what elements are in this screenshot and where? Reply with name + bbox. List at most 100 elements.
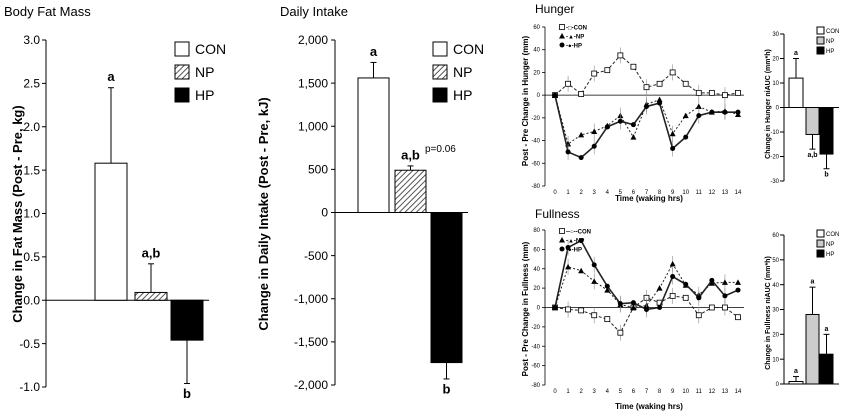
- hunger-y-tick-label: -60: [531, 161, 540, 167]
- hunger-point-np: [695, 103, 702, 109]
- fullness-xlabel: Time (waking hrs): [615, 402, 683, 411]
- fullness-legend-label: --○--CON: [566, 230, 591, 236]
- hunger-point-hp: [722, 109, 728, 115]
- hunger-point-con: [591, 70, 598, 77]
- hunger-point-con: [617, 52, 624, 59]
- hunger-auc-sig-label: a,b: [807, 152, 817, 159]
- fat-y-tick-label: 1.5: [23, 163, 40, 177]
- intake-legend-label: CON: [453, 41, 484, 57]
- hunger-point-np: [656, 96, 663, 103]
- fat-bar-con: [94, 162, 128, 301]
- hunger-point-con: [682, 80, 689, 87]
- fat-panel: Body Fat Mass Change in Fat Mass (Post -…: [4, 4, 226, 401]
- intake-pvalue: p=0.06: [425, 144, 456, 155]
- hunger-auc-panel: Change in Hunger niAUC (mm*h) 30 20 10 0 -10…: [765, 26, 839, 185]
- hunger-y-tick-label: 0: [537, 93, 541, 99]
- fullness-point-hp: [670, 274, 676, 279]
- intake-title: Daily Intake: [280, 4, 348, 19]
- fat-y-tick-label: 3.0: [23, 33, 40, 47]
- fullness-auc-y-tick-label: 0: [776, 382, 780, 388]
- hunger-y-tick-label: -80: [531, 184, 540, 190]
- hunger-y-tick-label: 60: [533, 25, 540, 31]
- hunger-auc-legend-label: CON: [826, 29, 839, 35]
- fullness-y-tick-label: 40: [533, 267, 540, 273]
- fat-ylabel: Change in Fat Mass (Post - Pre, kg): [10, 105, 25, 322]
- fullness-point-hp: [591, 262, 597, 268]
- fat-y-tick-label: 2.0: [23, 120, 40, 134]
- intake-legend-label: NP: [453, 64, 472, 80]
- fullness-point-con: [735, 314, 741, 321]
- fat-y-tick-label: 0.0: [23, 293, 40, 307]
- hunger-x-tick-label: 12: [709, 190, 716, 196]
- fat-bar-np: [134, 291, 168, 301]
- hunger-point-hp: [630, 122, 636, 128]
- fullness-point-np: [735, 279, 741, 285]
- fullness-auc-legend-swatch: [816, 229, 825, 238]
- hunger-legend-point-hp: [559, 42, 565, 48]
- fullness-point-hp: [709, 277, 715, 283]
- hunger-auc-legend-swatch: [816, 26, 825, 35]
- fat-bar-hp: [170, 299, 204, 341]
- fullness-legend-label: -▲-NP: [566, 239, 584, 245]
- intake-y-tick-label: 1,500: [298, 76, 328, 90]
- intake-sig-label: a: [370, 44, 378, 59]
- fullness-legend-point-np: [559, 237, 565, 243]
- fullness-auc-legend-swatch: [816, 249, 825, 258]
- intake-y-tick-label: -2,000: [294, 378, 328, 392]
- fat-legend-swatch: [174, 41, 190, 57]
- fullness-y-tick-label: 60: [533, 247, 540, 253]
- hunger-auc-sig-label: b: [824, 171, 828, 178]
- fat-title: Body Fat Mass: [4, 4, 91, 19]
- hunger-auc-y-tick-label: -30: [770, 179, 779, 185]
- fullness-y-tick-label: -60: [531, 364, 540, 370]
- fullness-auc-y-tick-label: 20: [772, 332, 779, 338]
- intake-y-tick-label: 1,000: [298, 119, 328, 133]
- fullness-y-tick-label: -40: [531, 344, 540, 350]
- hunger-point-con: [578, 91, 585, 97]
- hunger-point-hp: [683, 134, 689, 140]
- fullness-y-tick-label: -20: [531, 325, 540, 331]
- hunger-series-np: [554, 95, 739, 145]
- fat-sig-label: a,b: [142, 245, 161, 260]
- fullness-point-hp: [630, 300, 636, 306]
- fullness-auc-y-tick-label: 50: [772, 258, 779, 264]
- hunger-point-hp: [709, 109, 715, 115]
- fat-y-tick-label: 2.5: [23, 77, 40, 91]
- fullness-x-tick-label: 4: [606, 389, 610, 395]
- hunger-auc-y-tick-label: -20: [770, 155, 779, 161]
- intake-bar-hp: [430, 212, 463, 364]
- fullness-point-hp: [617, 301, 623, 307]
- hunger-point-con: [722, 92, 728, 99]
- hunger-legend-label: -▲-NP: [566, 35, 584, 41]
- hunger-point-hp: [565, 149, 571, 155]
- hunger-legend-label: -●-HP: [566, 44, 582, 50]
- hunger-legend-label: -□-CON: [566, 26, 587, 32]
- hunger-y-tick-label: -20: [531, 116, 540, 122]
- hunger-x-tick-label: 13: [722, 190, 729, 196]
- fullness-x-tick-label: 11: [696, 389, 703, 395]
- fullness-point-con: [682, 294, 689, 301]
- fullness-x-tick-label: 0: [553, 389, 557, 395]
- fullness-ylabel: Post - Pre Change in Fullness (mm): [521, 241, 530, 376]
- fat-y-tick-label: 1.0: [23, 207, 40, 221]
- intake-legend-label: HP: [453, 87, 472, 103]
- hunger-point-hp: [591, 143, 597, 149]
- hunger-auc-legend-swatch: [816, 36, 825, 45]
- fullness-auc-sig-label: a: [794, 368, 798, 375]
- fullness-point-con: [591, 312, 598, 319]
- hunger-point-con: [604, 67, 611, 74]
- fullness-legend-point-hp: [559, 246, 565, 252]
- fullness-x-tick-label: 10: [682, 389, 689, 395]
- hunger-auc-y-tick-label: 10: [772, 81, 779, 87]
- fullness-point-hp: [604, 283, 610, 289]
- fullness-x-tick-label: 6: [632, 389, 636, 395]
- fullness-point-np: [656, 285, 663, 291]
- intake-bar-con: [357, 77, 390, 213]
- hunger-auc-y-tick-label: 0: [776, 106, 780, 112]
- hunger-point-con: [695, 89, 702, 96]
- hunger-x-tick-label: 11: [696, 190, 703, 196]
- fat-legend-swatch: [174, 87, 190, 103]
- fullness-x-tick-label: 3: [593, 389, 597, 395]
- fullness-auc-y-tick-label: 40: [772, 283, 779, 289]
- fullness-point-con: [617, 329, 624, 336]
